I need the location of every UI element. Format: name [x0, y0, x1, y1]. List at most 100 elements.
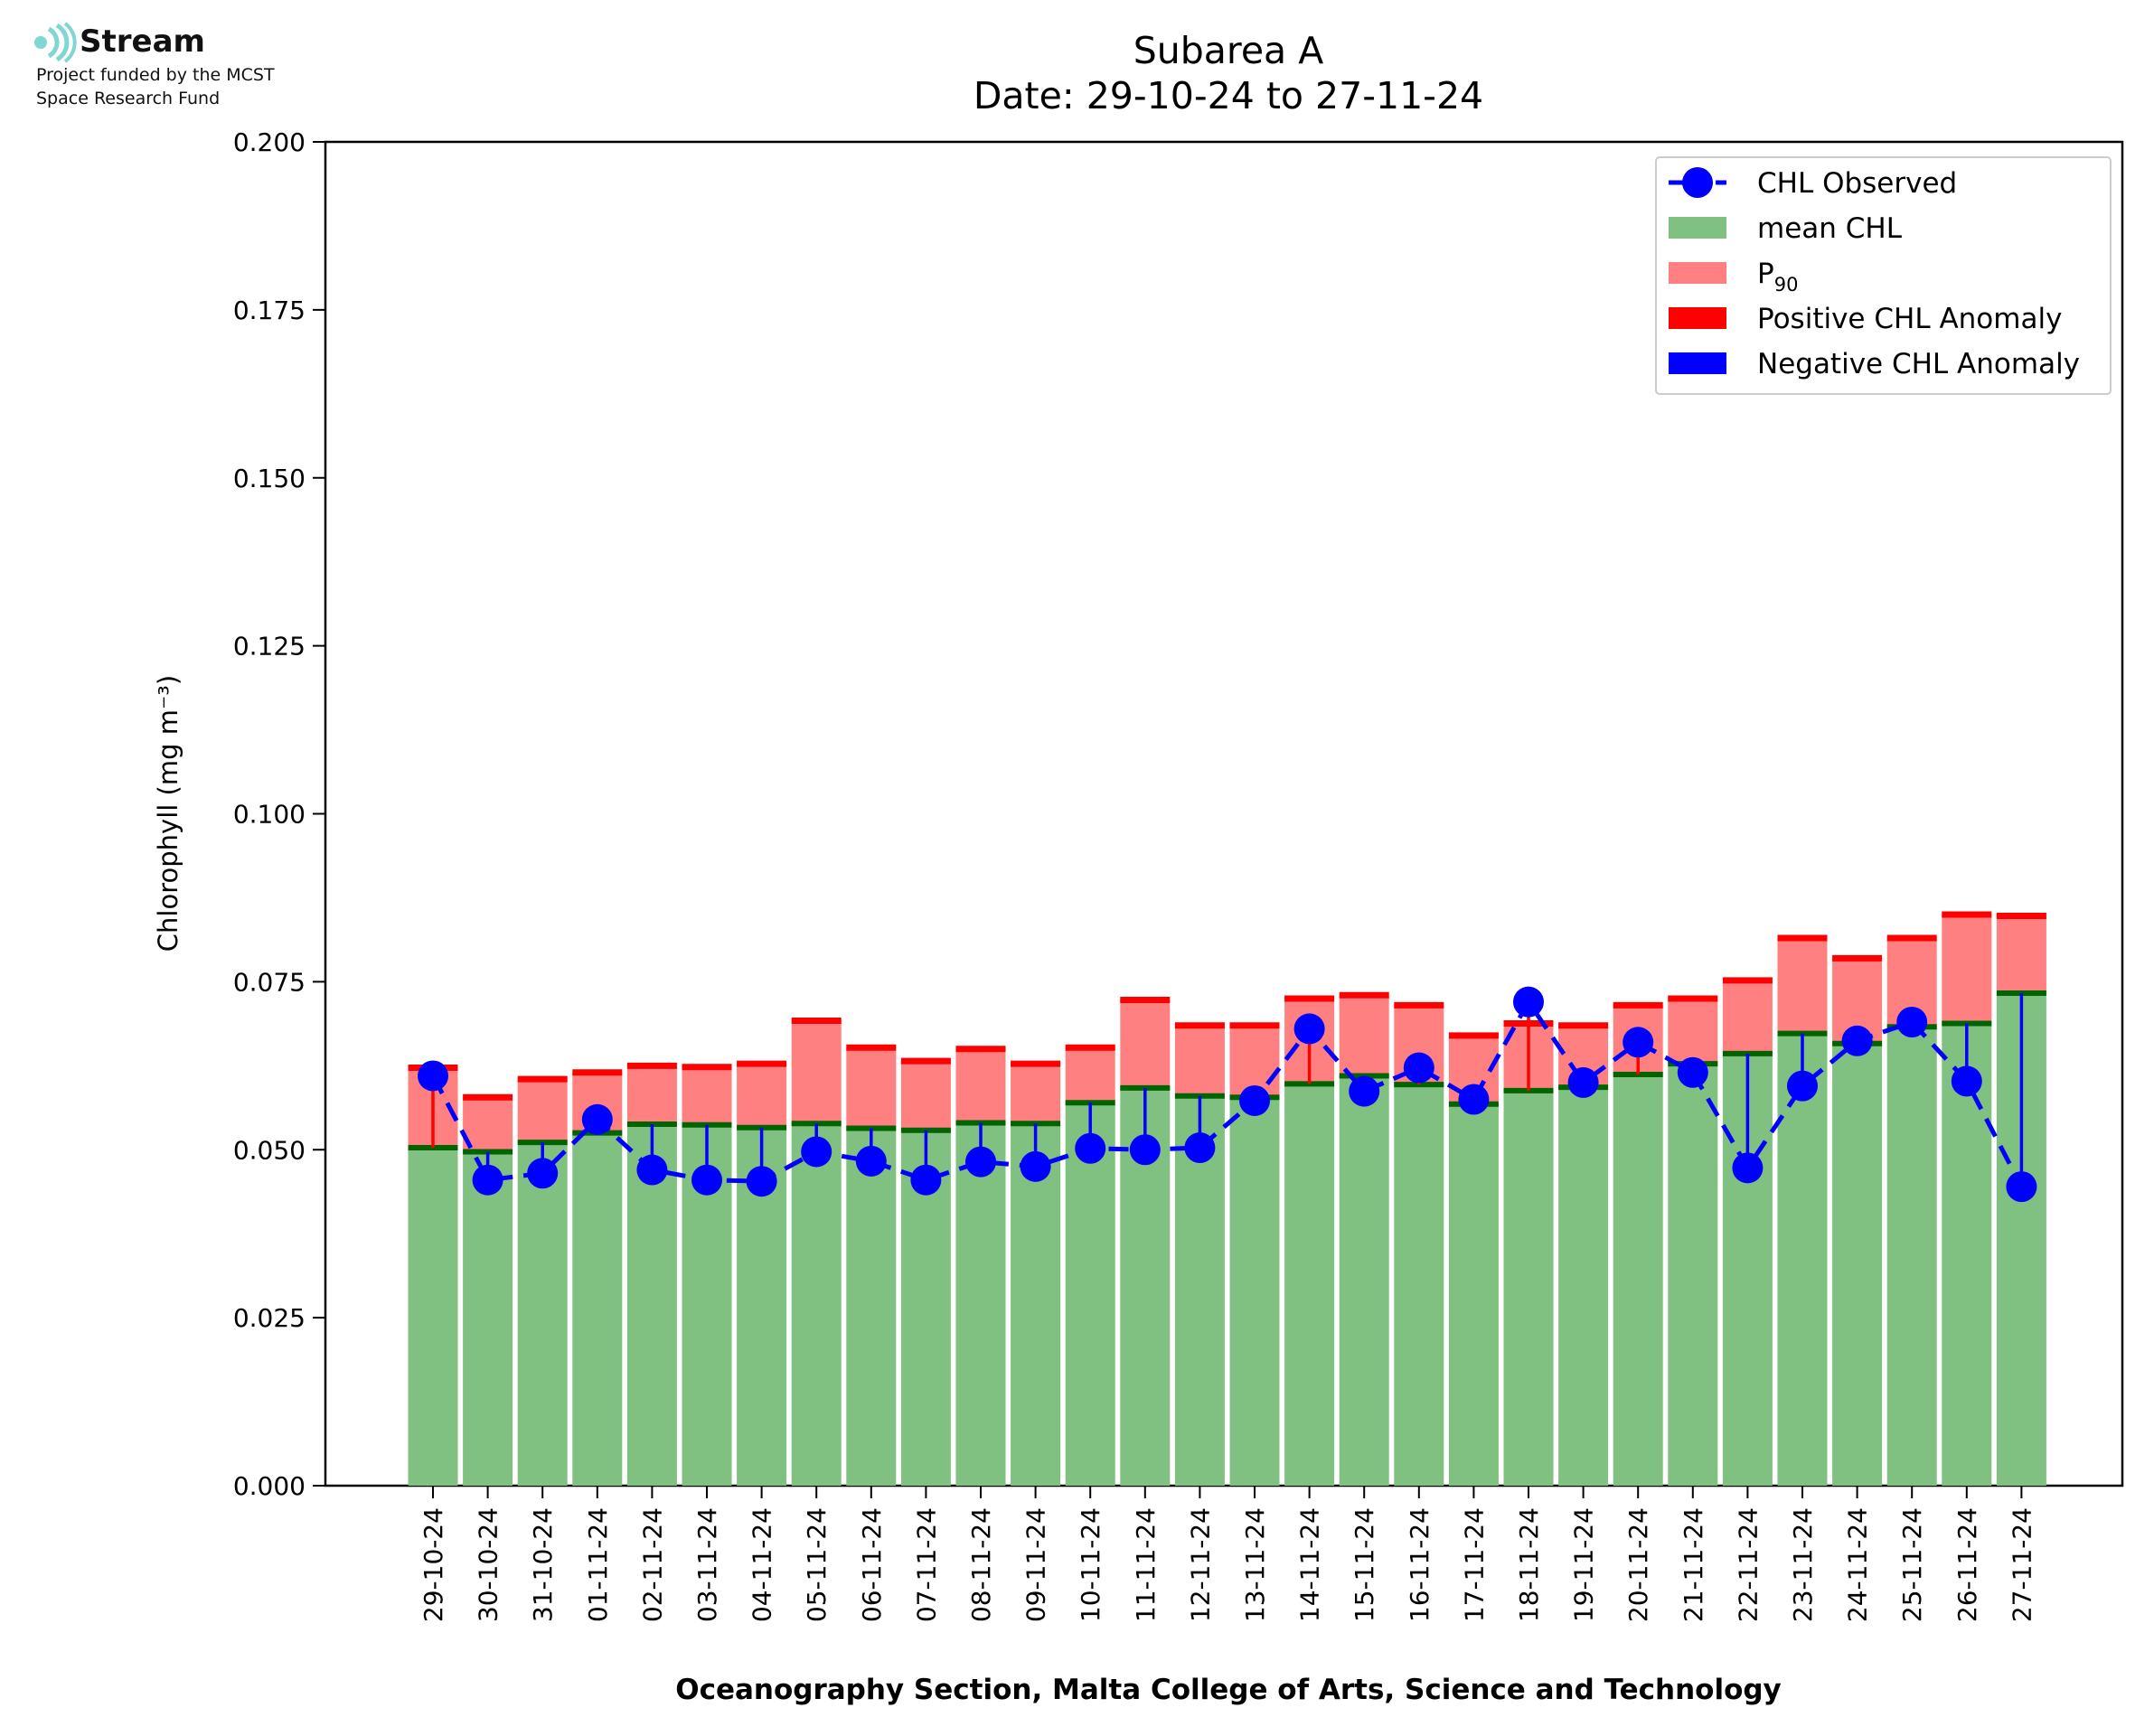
chl-observed-point	[1403, 1052, 1434, 1084]
mean-bar	[1777, 1033, 1828, 1486]
mean-bar	[1942, 1023, 1992, 1486]
y-tick-label: 0.150	[233, 464, 306, 493]
x-tick-label: 21-11-24	[1679, 1507, 1708, 1622]
chl-observed-point	[2006, 1171, 2037, 1203]
mean-bar	[1503, 1090, 1554, 1486]
chl-observed-point	[1075, 1132, 1106, 1164]
x-tick-label: 15-11-24	[1350, 1507, 1379, 1622]
chl-observed-point	[1349, 1075, 1380, 1107]
chl-observed-point	[418, 1060, 448, 1092]
chl-observed-point	[1677, 1056, 1708, 1088]
chl-observed-point	[1732, 1152, 1764, 1184]
p90-bar	[737, 1064, 787, 1128]
x-tick-label: 07-11-24	[911, 1507, 941, 1622]
chl-observed-point	[1020, 1150, 1051, 1182]
p90-bar	[1120, 999, 1171, 1088]
chl-observed-point	[1951, 1065, 1982, 1097]
chl-observed-point	[1184, 1132, 1216, 1164]
p90-bar	[1011, 1064, 1061, 1124]
x-tick-label: 31-10-24	[528, 1507, 558, 1622]
mean-bar	[1065, 1103, 1115, 1486]
y-axis-label: Chlorophyll (mg m⁻³)	[153, 675, 183, 952]
x-tick-label: 02-11-24	[637, 1507, 667, 1622]
legend-label: Positive CHL Anomaly	[1757, 303, 2062, 335]
x-tick-label: 22-11-24	[1733, 1507, 1763, 1622]
chl-observed-point	[1841, 1025, 1873, 1056]
x-tick-label: 12-11-24	[1185, 1507, 1215, 1622]
mean-bar	[1448, 1103, 1499, 1486]
x-tick-label: 26-11-24	[1952, 1507, 1982, 1622]
p90-bar	[1668, 998, 1718, 1065]
logo-funding-line1: Project funded by the MCST	[36, 65, 275, 85]
x-tick-label: 10-11-24	[1076, 1507, 1105, 1622]
legend-patch-swatch	[1669, 217, 1726, 239]
p90-bar	[1339, 995, 1389, 1076]
p90-bar	[1942, 915, 1992, 1024]
p90-bar	[900, 1061, 951, 1131]
logo-funding-line2: Space Research Fund	[36, 89, 221, 108]
chl-observed-point	[1787, 1070, 1818, 1102]
y-tick-label: 0.025	[233, 1303, 306, 1333]
mean-bar	[791, 1123, 842, 1486]
mean-bar	[408, 1148, 458, 1486]
x-tick-label: 18-11-24	[1514, 1507, 1544, 1622]
mean-bar	[1284, 1084, 1335, 1486]
chl-observed-point	[801, 1136, 832, 1168]
x-tick-label: 06-11-24	[857, 1507, 887, 1622]
mean-bar	[463, 1151, 513, 1486]
mean-bar	[1394, 1084, 1444, 1486]
chl-observed-point	[581, 1103, 613, 1135]
legend-label: mean CHL	[1757, 212, 1903, 245]
legend-label: Negative CHL Anomaly	[1757, 348, 2080, 380]
chl-observed-point	[1513, 986, 1544, 1018]
p90-bar	[1722, 980, 1773, 1054]
p90-bar	[955, 1048, 1006, 1123]
chl-observed-point	[527, 1158, 559, 1189]
mean-bar	[1229, 1097, 1280, 1486]
p90-bar	[682, 1066, 732, 1125]
chl-observed-point	[910, 1164, 942, 1196]
chl-observed-point	[691, 1164, 722, 1196]
y-tick-label: 0.125	[233, 632, 306, 662]
x-tick-label: 05-11-24	[802, 1507, 832, 1622]
x-tick-label: 24-11-24	[1843, 1507, 1873, 1622]
logo-name: Stream	[80, 23, 205, 60]
x-tick-label: 23-11-24	[1788, 1507, 1818, 1622]
legend-patch-swatch	[1669, 262, 1726, 284]
x-tick-label: 17-11-24	[1459, 1507, 1489, 1622]
p90-bar	[463, 1097, 513, 1152]
x-tick-label: 29-10-24	[419, 1507, 448, 1622]
y-tick-label: 0.100	[233, 800, 306, 830]
p90-bar	[791, 1020, 842, 1124]
x-tick-label: 20-11-24	[1623, 1507, 1653, 1622]
chl-observed-point	[1567, 1066, 1599, 1098]
chl-observed-point	[1293, 1013, 1325, 1045]
x-tick-label: 16-11-24	[1405, 1507, 1434, 1622]
p90-bar	[1174, 1025, 1225, 1096]
chl-observed-point	[1623, 1027, 1654, 1058]
x-axis-label: Oceanography Section, Malta College of A…	[675, 1674, 1782, 1706]
x-tick-label: 08-11-24	[966, 1507, 996, 1622]
chl-observed-point	[965, 1146, 996, 1178]
mean-bar	[1886, 1027, 1937, 1486]
chart-title: Subarea A	[1133, 29, 1324, 72]
mean-bar	[1339, 1075, 1389, 1486]
p90-bar	[846, 1047, 897, 1129]
chl-observed-point	[636, 1154, 668, 1186]
legend-box	[1655, 156, 2112, 395]
mean-bar	[572, 1132, 623, 1486]
x-tick-label: 01-11-24	[583, 1507, 613, 1622]
x-tick-label: 14-11-24	[1295, 1507, 1325, 1622]
stream-logo-icon	[34, 22, 77, 63]
chl-observed-point	[1896, 1006, 1928, 1037]
y-tick-label: 0.000	[233, 1471, 306, 1501]
chl-observed-point	[746, 1166, 777, 1197]
legend-marker-swatch	[1682, 167, 1713, 198]
p90-bar	[517, 1079, 568, 1143]
p90-bar	[626, 1065, 677, 1124]
y-tick-label: 0.175	[233, 296, 306, 325]
mean-bar	[1832, 1043, 1883, 1486]
x-tick-label: 30-10-24	[474, 1507, 503, 1622]
x-tick-label: 03-11-24	[692, 1507, 722, 1622]
